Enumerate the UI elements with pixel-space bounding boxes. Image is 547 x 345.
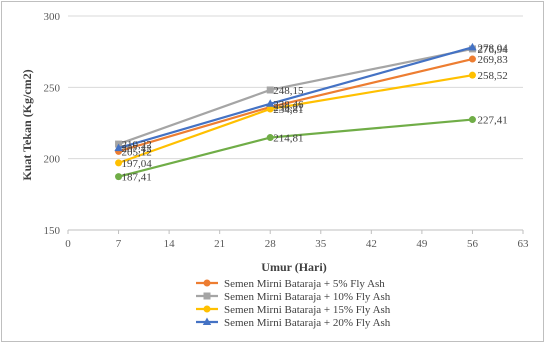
x-tick-label: 28 bbox=[265, 238, 277, 250]
x-tick-label: 35 bbox=[315, 238, 327, 250]
series-3-data-label: 234,81 bbox=[273, 104, 303, 116]
series-3-marker bbox=[468, 71, 476, 79]
series-3-data-label: 197,04 bbox=[122, 158, 153, 170]
x-tick-label: 0 bbox=[65, 238, 71, 250]
legend-swatch-marker bbox=[203, 279, 211, 287]
legend-swatch-marker bbox=[202, 317, 212, 325]
series-5-data-label: 187,41 bbox=[122, 172, 152, 184]
series-1-data-label: 269,83 bbox=[477, 54, 508, 66]
series-3-marker bbox=[115, 159, 123, 167]
series-4-data-label: 278,04 bbox=[477, 42, 508, 54]
x-tick-label: 63 bbox=[518, 238, 530, 250]
series-5-marker bbox=[266, 134, 274, 142]
series-3-data-label: 258,52 bbox=[477, 70, 507, 82]
y-tick-labels: 150 200 250 300 bbox=[44, 11, 61, 237]
y-axis-title: Kuat Tekan (Kg/cm2) bbox=[20, 69, 34, 180]
series-5-marker bbox=[468, 116, 476, 124]
series-5-line bbox=[118, 118, 473, 178]
legend-label: Semen Mirni Bataraja + 10% Fly Ash bbox=[224, 291, 391, 303]
series-4-data-label: 207,42 bbox=[122, 143, 152, 155]
x-tick-label: 49 bbox=[416, 238, 428, 250]
y-tick-label: 300 bbox=[44, 11, 61, 23]
series-5-marker bbox=[115, 173, 123, 181]
x-tick-label: 14 bbox=[164, 238, 176, 250]
y-tick-label: 200 bbox=[44, 154, 61, 166]
series-5-data-label: 227,41 bbox=[477, 115, 507, 127]
legend-label: Semen Mirni Bataraja + 15% Fly Ash bbox=[224, 304, 391, 316]
legend-label: Semen Mirni Bataraja + 20% Fly Ash bbox=[224, 317, 391, 329]
y-tick-label: 250 bbox=[44, 82, 61, 94]
x-axis-title: Umur (Hari) bbox=[261, 260, 326, 274]
gridlines bbox=[68, 15, 523, 160]
x-tick-label: 56 bbox=[467, 238, 479, 250]
series-2-data-label: 210,22 bbox=[122, 139, 152, 151]
series-2-data-label: 248,15 bbox=[273, 85, 304, 97]
x-tick-labels: 0 7 14 21 28 35 42 49 56 63 bbox=[65, 230, 529, 250]
series-4-marker bbox=[468, 42, 477, 51]
x-tick-label: 21 bbox=[214, 238, 225, 250]
series-4-marker bbox=[266, 99, 275, 107]
legend-label: Semen Mirni Bataraja + 5% Fly Ash bbox=[224, 278, 385, 290]
series-4-marker bbox=[114, 143, 123, 152]
series-4-data-label: 238,46 bbox=[273, 99, 304, 111]
series-1-data-label: 236,21 bbox=[273, 102, 303, 114]
x-tick-label: 42 bbox=[366, 238, 377, 250]
series-1-marker bbox=[468, 55, 476, 63]
data-labels: 205,12 236,21 269,83 210,22 248,15 276,94 197,… bbox=[122, 42, 509, 183]
x-tick-label: 7 bbox=[116, 238, 122, 250]
series-group bbox=[114, 42, 477, 181]
series-3-marker bbox=[266, 105, 274, 113]
series-1-data-label: 205,12 bbox=[122, 146, 152, 158]
legend-swatch-marker bbox=[203, 292, 211, 300]
series-5-data-label: 214,81 bbox=[273, 133, 303, 145]
series-2-data-label: 276,94 bbox=[477, 44, 508, 56]
series-2-marker bbox=[266, 86, 274, 94]
legend-swatch-marker bbox=[203, 305, 211, 313]
y-tick-label: 150 bbox=[44, 225, 61, 237]
